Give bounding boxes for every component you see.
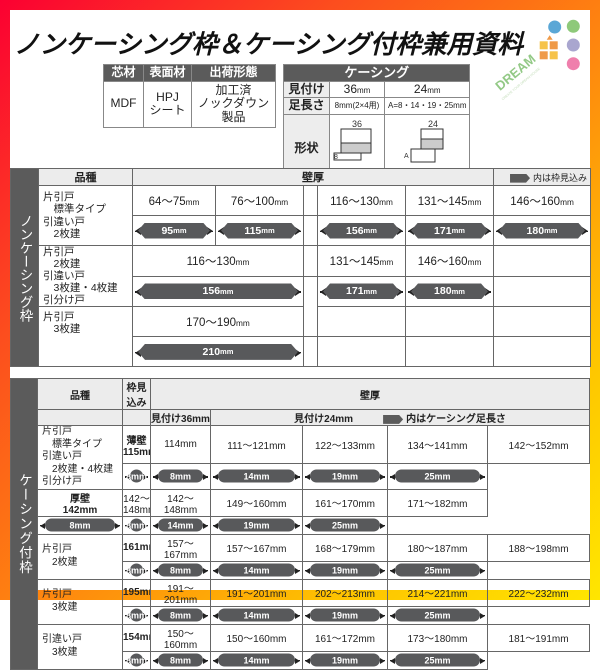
svg-text:36: 36 — [352, 119, 362, 129]
svg-text:8: 8 — [334, 154, 338, 161]
svg-text:24: 24 — [428, 119, 438, 129]
svg-text:A: A — [404, 153, 409, 160]
